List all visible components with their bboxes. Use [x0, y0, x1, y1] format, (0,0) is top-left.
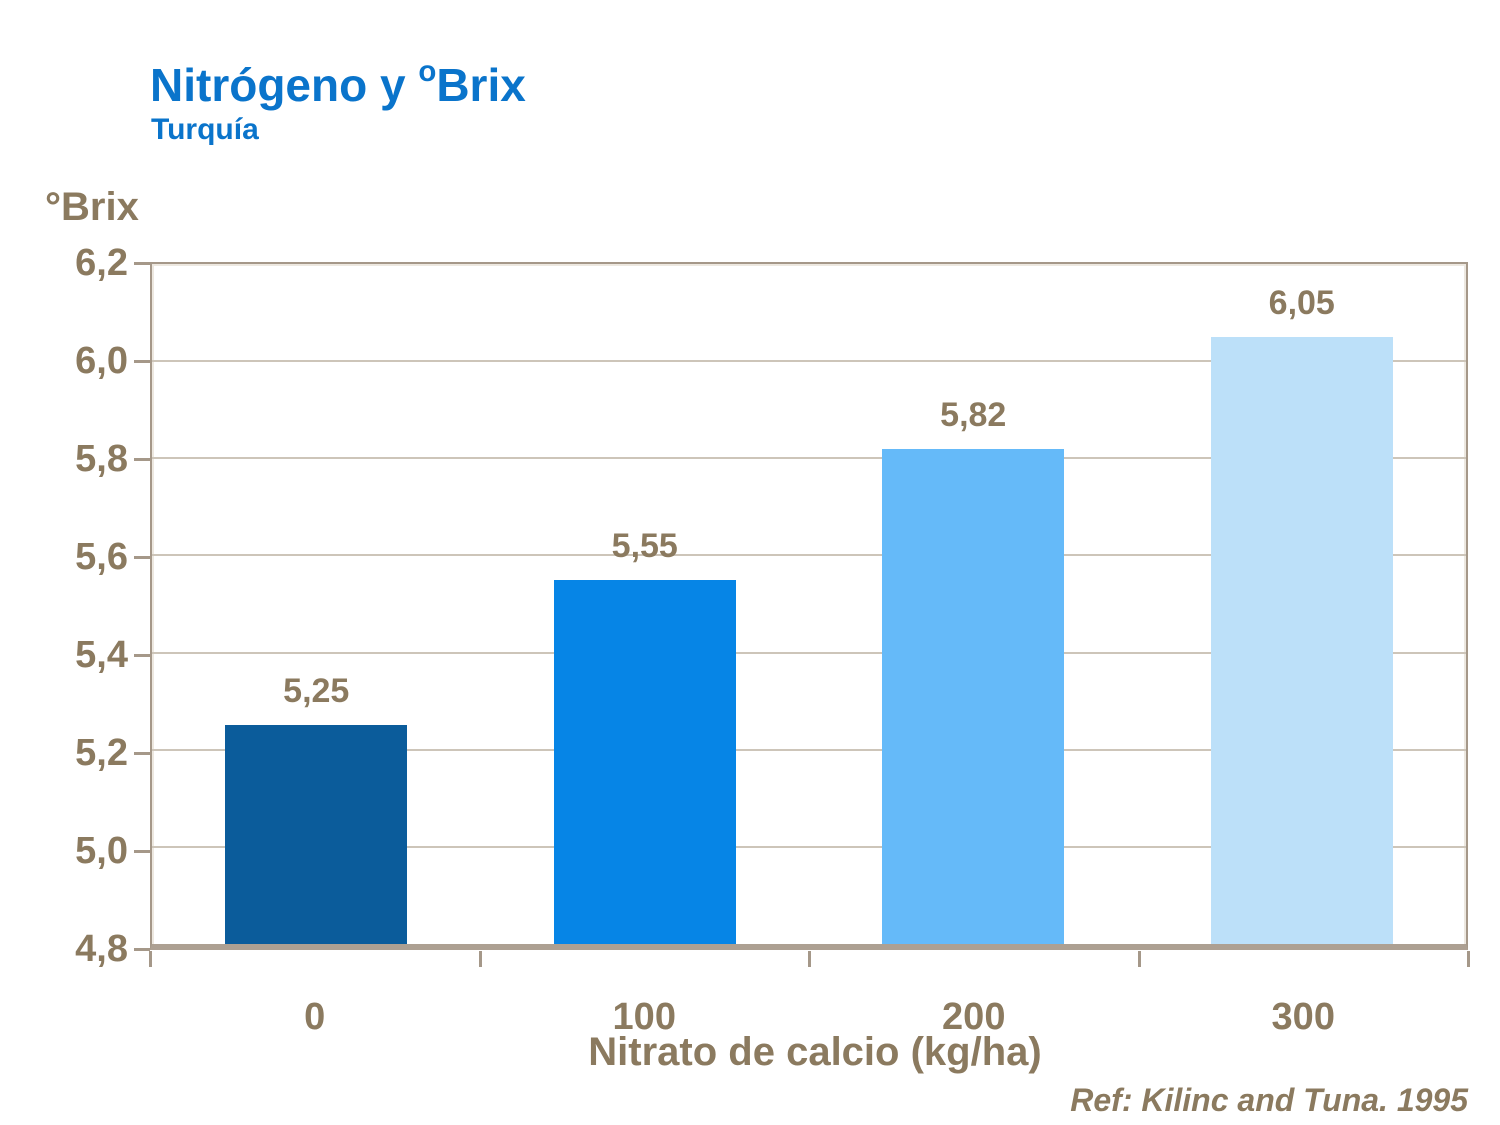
bar-value-label: 5,82	[940, 395, 1007, 434]
bar-value-label: 6,05	[1268, 283, 1335, 322]
gridline	[152, 845, 1466, 848]
x-tick-label: 0	[304, 996, 326, 1038]
y-tick-mark	[134, 850, 150, 853]
y-tick-label: 4,8	[75, 928, 128, 970]
gridline	[152, 554, 1466, 557]
y-tick-mark	[134, 360, 150, 363]
y-tick-label: 6,2	[75, 242, 128, 284]
y-tick-label: 6,0	[75, 340, 128, 382]
reference-text: Ref: Kilinc and Tuna. 1995	[1070, 1082, 1468, 1118]
y-tick-mark	[134, 556, 150, 559]
chart-title-superscript: o	[418, 55, 437, 88]
bar-200	[882, 448, 1065, 944]
y-tick-label: 5,8	[75, 438, 128, 480]
x-axis-labels: 0 100 200 300	[150, 996, 1468, 1046]
y-axis-title: °Brix	[45, 185, 139, 229]
y-tick-mark	[134, 654, 150, 657]
x-tick-mark	[478, 951, 482, 967]
bar-100	[553, 579, 736, 944]
gridline	[152, 360, 1466, 363]
x-axis-tick-marks	[149, 951, 1470, 971]
chart-title-prefix: Nitrógeno y	[150, 59, 419, 111]
x-tick-label: 300	[1271, 996, 1335, 1038]
y-tick-mark	[134, 458, 150, 461]
x-tick-mark	[1467, 951, 1470, 967]
x-axis-title: Nitrato de calcio (kg/ha)	[588, 1030, 1042, 1074]
y-tick-label: 5,6	[75, 536, 128, 578]
chart-title: Nitrógeno y oBrix	[150, 55, 526, 112]
y-tick-mark	[134, 752, 150, 755]
y-tick-label: 5,0	[75, 830, 128, 872]
x-tick-label: 200	[942, 996, 1006, 1038]
bar-value-label: 5,55	[611, 526, 678, 565]
y-tick-mark	[134, 262, 150, 265]
y-tick-label: 5,4	[75, 634, 128, 676]
gridline	[152, 457, 1466, 460]
x-tick-mark	[149, 951, 152, 967]
bar-0	[225, 725, 408, 944]
plot-area: 5,25 5,55 5,82 6,05	[150, 262, 1468, 950]
gridline	[152, 748, 1466, 751]
bar-300	[1210, 336, 1393, 944]
y-axis-labels: 6,2 6,0 5,8 5,6 5,4 5,2 5,0 4,8	[0, 242, 128, 970]
x-tick-mark	[808, 951, 811, 967]
gridline	[152, 651, 1466, 654]
y-tick-mark	[134, 948, 150, 951]
y-axis-tick-marks	[134, 262, 150, 953]
chart-subtitle: Turquía	[151, 113, 259, 146]
bar-value-label: 5,25	[283, 672, 350, 711]
y-tick-label: 5,2	[75, 732, 128, 774]
x-tick-mark	[1137, 951, 1141, 967]
x-tick-label: 100	[612, 996, 676, 1038]
chart-title-suffix: Brix	[436, 59, 526, 111]
